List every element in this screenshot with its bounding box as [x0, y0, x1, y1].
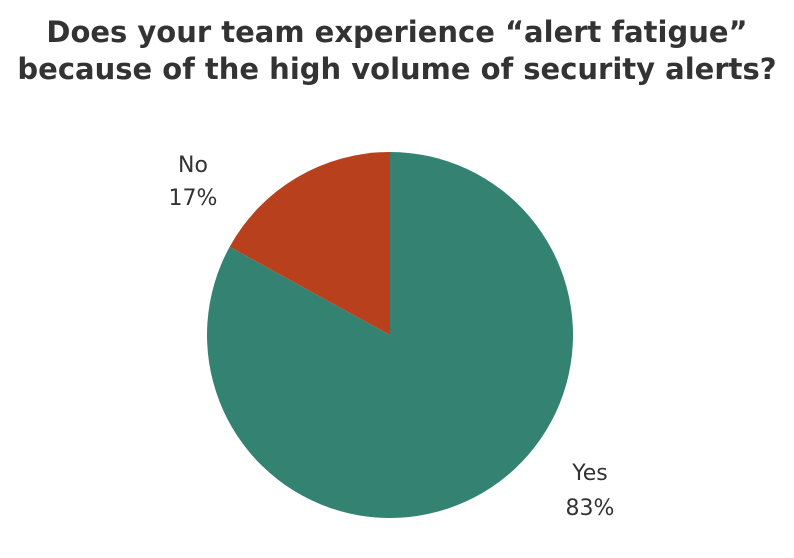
chart-title-line-1: Does your team experience “alert fatigue…: [46, 15, 748, 49]
chart-title: Does your team experience “alert fatigue…: [0, 14, 794, 88]
slice-label-no: No: [178, 153, 208, 178]
slice-value-no: 17%: [169, 186, 218, 211]
pie-slices: [207, 152, 574, 518]
slice-value-yes: 83%: [566, 496, 615, 521]
chart-title-line-2: because of the high volume of security a…: [17, 52, 777, 86]
slice-label-yes: Yes: [571, 461, 608, 486]
pie-slice-yes: [207, 152, 574, 518]
pie-slice-no: [229, 152, 390, 335]
